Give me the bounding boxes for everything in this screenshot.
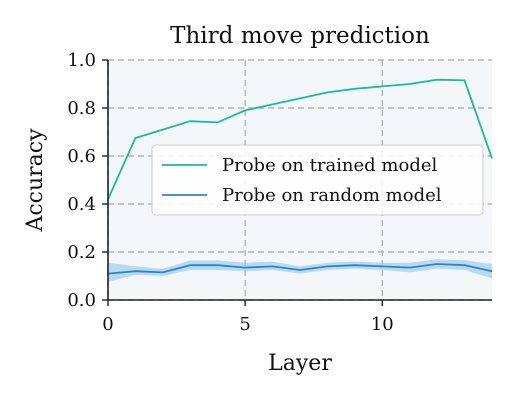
y-axis-label: Accuracy [23, 128, 48, 233]
chart-title: Third move prediction [170, 23, 430, 49]
y-tick-label-0: 0.0 [67, 290, 96, 311]
legend-box [151, 144, 484, 216]
x-tick-label-1: 5 [239, 314, 250, 335]
tick-labels: 0.0 0.2 0.4 0.6 0.8 1.0 0 5 10 [67, 50, 393, 335]
y-tick-label-3: 0.6 [67, 146, 96, 167]
x-axis-label: Layer [268, 351, 332, 376]
y-tick-label-2: 0.4 [67, 194, 96, 215]
series-lines [107, 78, 493, 275]
series-line-0 [107, 78, 493, 200]
axes [107, 60, 492, 301]
legend: Probe on trained model Probe on random mo… [151, 144, 484, 216]
y-tick-label-5: 1.0 [67, 50, 96, 71]
legend-label-0: Probe on trained model [222, 155, 437, 176]
legend-label-1: Probe on random model [222, 185, 442, 206]
x-tick-label-0: 0 [102, 314, 113, 335]
x-tick-label-2: 10 [371, 314, 394, 335]
series-line-1 [107, 263, 493, 275]
y-tick-label-1: 0.2 [67, 242, 96, 263]
y-tick-label-4: 0.8 [67, 98, 96, 119]
